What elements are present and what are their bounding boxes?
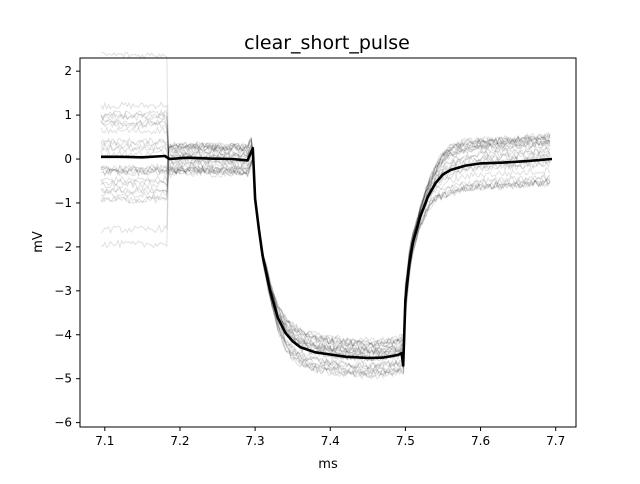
mean-trace <box>101 146 553 367</box>
x-tick-label: 7.3 <box>246 434 265 448</box>
trial-trace <box>100 157 551 371</box>
trial-trace <box>100 149 551 362</box>
trial-trace <box>100 119 551 372</box>
y-tick-label: −4 <box>54 328 72 342</box>
trial-trace <box>100 156 551 370</box>
x-tick-label: 7.2 <box>170 434 189 448</box>
trial-trace <box>100 135 551 354</box>
trial-trace <box>100 133 551 347</box>
trial-trace <box>100 138 551 344</box>
trial-trace <box>100 144 551 379</box>
trial-trace <box>100 111 551 363</box>
trial-traces <box>100 51 551 381</box>
x-tick-label: 7.1 <box>95 434 114 448</box>
y-axis-ticks: 2 1 0 −1 −2 −3 −4 −5 −6 <box>54 64 80 430</box>
x-tick-label: 7.7 <box>546 434 565 448</box>
trial-trace <box>100 101 551 360</box>
trial-trace <box>100 132 551 349</box>
y-tick-label: −6 <box>54 416 72 430</box>
y-tick-label: 0 <box>64 152 72 166</box>
trial-trace <box>100 51 551 355</box>
trial-trace <box>100 135 551 381</box>
trial-trace <box>100 145 551 370</box>
x-tick-label: 7.6 <box>471 434 490 448</box>
trial-trace <box>100 150 551 363</box>
x-tick-label: 7.4 <box>321 434 340 448</box>
y-tick-label: −1 <box>54 196 72 210</box>
trial-trace <box>100 137 551 356</box>
trial-trace <box>100 137 551 356</box>
trial-trace <box>100 125 551 348</box>
x-axis-ticks: 7.1 7.2 7.3 7.4 7.5 7.6 7.7 <box>95 427 565 448</box>
trial-trace <box>100 111 551 356</box>
y-axis-label: mV <box>31 231 46 253</box>
trial-trace <box>100 118 551 376</box>
trial-trace <box>100 131 551 360</box>
trial-trace <box>100 137 551 375</box>
x-tick-label: 7.5 <box>396 434 415 448</box>
y-tick-label: −3 <box>54 284 72 298</box>
trial-trace <box>100 108 551 350</box>
trial-trace <box>100 137 551 347</box>
y-tick-label: 1 <box>64 108 72 122</box>
x-axis-label: ms <box>318 457 338 472</box>
plot-frame <box>79 57 577 428</box>
trial-trace <box>100 139 551 376</box>
chart-title: clear_short_pulse <box>244 32 410 54</box>
trial-trace <box>100 120 551 363</box>
y-tick-label: −2 <box>54 240 72 254</box>
trial-trace <box>100 138 551 379</box>
mean-trace-layer <box>101 146 553 367</box>
trial-trace <box>100 140 551 358</box>
trial-trace <box>100 154 551 355</box>
y-tick-label: 2 <box>64 64 72 78</box>
y-tick-label: −5 <box>54 372 72 386</box>
